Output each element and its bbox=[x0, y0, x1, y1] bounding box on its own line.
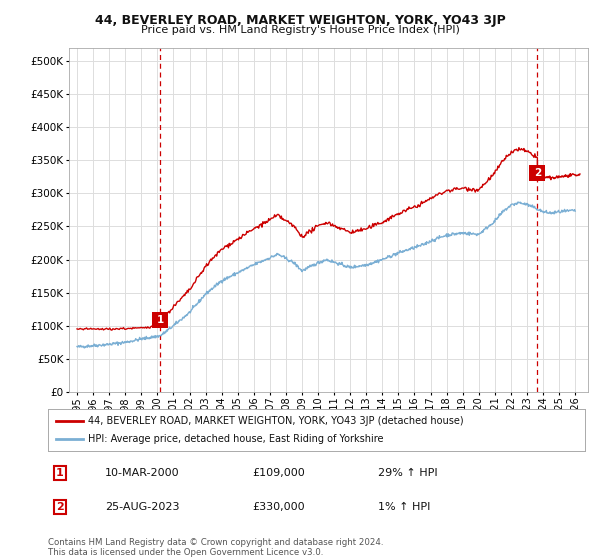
Text: £109,000: £109,000 bbox=[252, 468, 305, 478]
Text: 1% ↑ HPI: 1% ↑ HPI bbox=[378, 502, 430, 512]
Text: 29% ↑ HPI: 29% ↑ HPI bbox=[378, 468, 437, 478]
Text: Contains HM Land Registry data © Crown copyright and database right 2024.
This d: Contains HM Land Registry data © Crown c… bbox=[48, 538, 383, 557]
Text: HPI: Average price, detached house, East Riding of Yorkshire: HPI: Average price, detached house, East… bbox=[88, 434, 384, 444]
Text: 2: 2 bbox=[56, 502, 64, 512]
Text: 2: 2 bbox=[534, 169, 541, 179]
Text: 10-MAR-2000: 10-MAR-2000 bbox=[105, 468, 179, 478]
Text: Price paid vs. HM Land Registry's House Price Index (HPI): Price paid vs. HM Land Registry's House … bbox=[140, 25, 460, 35]
Text: 1: 1 bbox=[157, 315, 164, 325]
Text: 1: 1 bbox=[56, 468, 64, 478]
Text: 44, BEVERLEY ROAD, MARKET WEIGHTON, YORK, YO43 3JP (detached house): 44, BEVERLEY ROAD, MARKET WEIGHTON, YORK… bbox=[88, 416, 464, 426]
Text: 44, BEVERLEY ROAD, MARKET WEIGHTON, YORK, YO43 3JP: 44, BEVERLEY ROAD, MARKET WEIGHTON, YORK… bbox=[95, 14, 505, 27]
Text: 25-AUG-2023: 25-AUG-2023 bbox=[105, 502, 179, 512]
Text: £330,000: £330,000 bbox=[252, 502, 305, 512]
